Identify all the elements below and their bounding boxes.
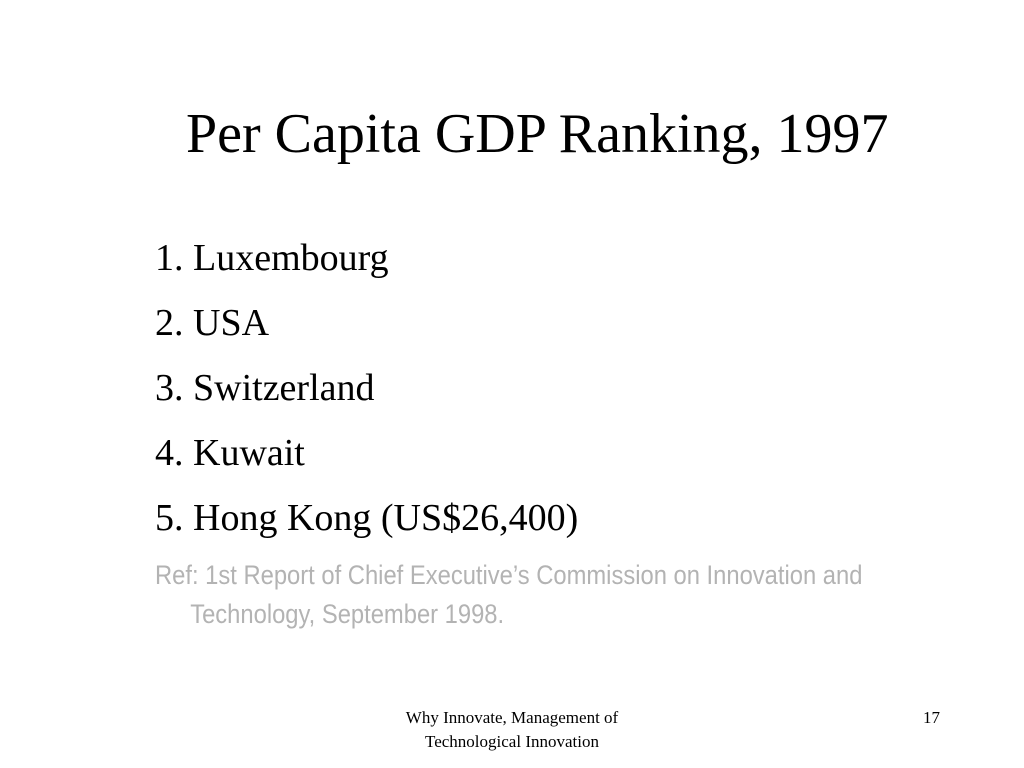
- ranking-item-5: 5. Hong Kong (US$26,400): [155, 497, 579, 539]
- slide-number: 17: [923, 708, 940, 727]
- footer-line-1: Why Innovate, Management of: [405, 708, 619, 727]
- footer-text: Why Innovate, Management of Technologica…: [362, 706, 662, 754]
- slide-title: Per Capita GDP Ranking, 1997: [186, 103, 889, 165]
- reference-line-2: Technology, September 1998.: [190, 599, 505, 629]
- ranking-item-2: 2. USA: [155, 302, 270, 344]
- ranking-item-4: 4. Kuwait: [155, 432, 305, 474]
- ranking-item-1: 1. Luxembourg: [155, 237, 389, 279]
- reference-note: Ref: 1st Report of Chief Executive’s Com…: [155, 556, 903, 634]
- footer-line-2: Technological Innovation: [425, 732, 599, 751]
- reference-line-1: Ref: 1st Report of Chief Executive’s Com…: [155, 560, 863, 590]
- ranking-list: 1. Luxembourg 2. USA 3. Switzerland 4. K…: [155, 226, 995, 551]
- ranking-item-3: 3. Switzerland: [155, 367, 375, 409]
